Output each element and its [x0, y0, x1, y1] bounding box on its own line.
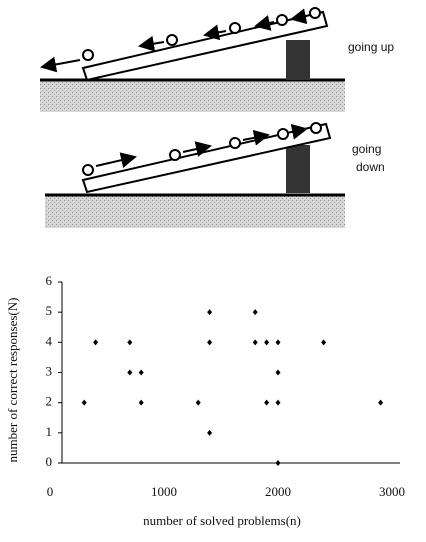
point: [138, 399, 144, 406]
point: [127, 369, 133, 376]
label-down-2: down: [356, 160, 385, 174]
point: [93, 339, 99, 346]
x-tick-label: 3000: [379, 484, 405, 499]
label-up: going up: [348, 40, 394, 54]
diagram-down: [45, 122, 345, 228]
point: [275, 399, 281, 406]
x-tick-label: 2000: [265, 484, 291, 499]
y-tick-label: 3: [46, 363, 53, 378]
point: [378, 399, 384, 406]
point: [252, 309, 258, 316]
point: [275, 369, 281, 376]
y-tick-label: 2: [46, 394, 53, 409]
point: [207, 309, 213, 316]
point: [264, 399, 270, 406]
point: [252, 339, 258, 346]
point: [127, 339, 133, 346]
point: [321, 339, 327, 346]
label-down-1: going: [352, 142, 381, 156]
point: [195, 399, 201, 406]
y-tick-label: 1: [46, 424, 53, 439]
point: [207, 339, 213, 346]
point: [275, 339, 281, 346]
y-tick-label: 0: [46, 454, 53, 469]
point: [81, 399, 87, 406]
point: [207, 429, 213, 436]
x-axis-label: number of solved problems(n): [143, 513, 301, 528]
point: [138, 369, 144, 376]
y-tick-label: 5: [46, 303, 53, 318]
point: [275, 460, 281, 466]
y-tick-label: 4: [46, 333, 53, 348]
diagram-up: [40, 7, 345, 112]
y-axis-label: number of correct responses(N): [5, 298, 20, 463]
y-tick-label: 6: [46, 273, 53, 288]
x-tick-label: 1000: [151, 484, 177, 499]
x-tick-label: 0: [47, 484, 54, 499]
point: [264, 339, 270, 346]
